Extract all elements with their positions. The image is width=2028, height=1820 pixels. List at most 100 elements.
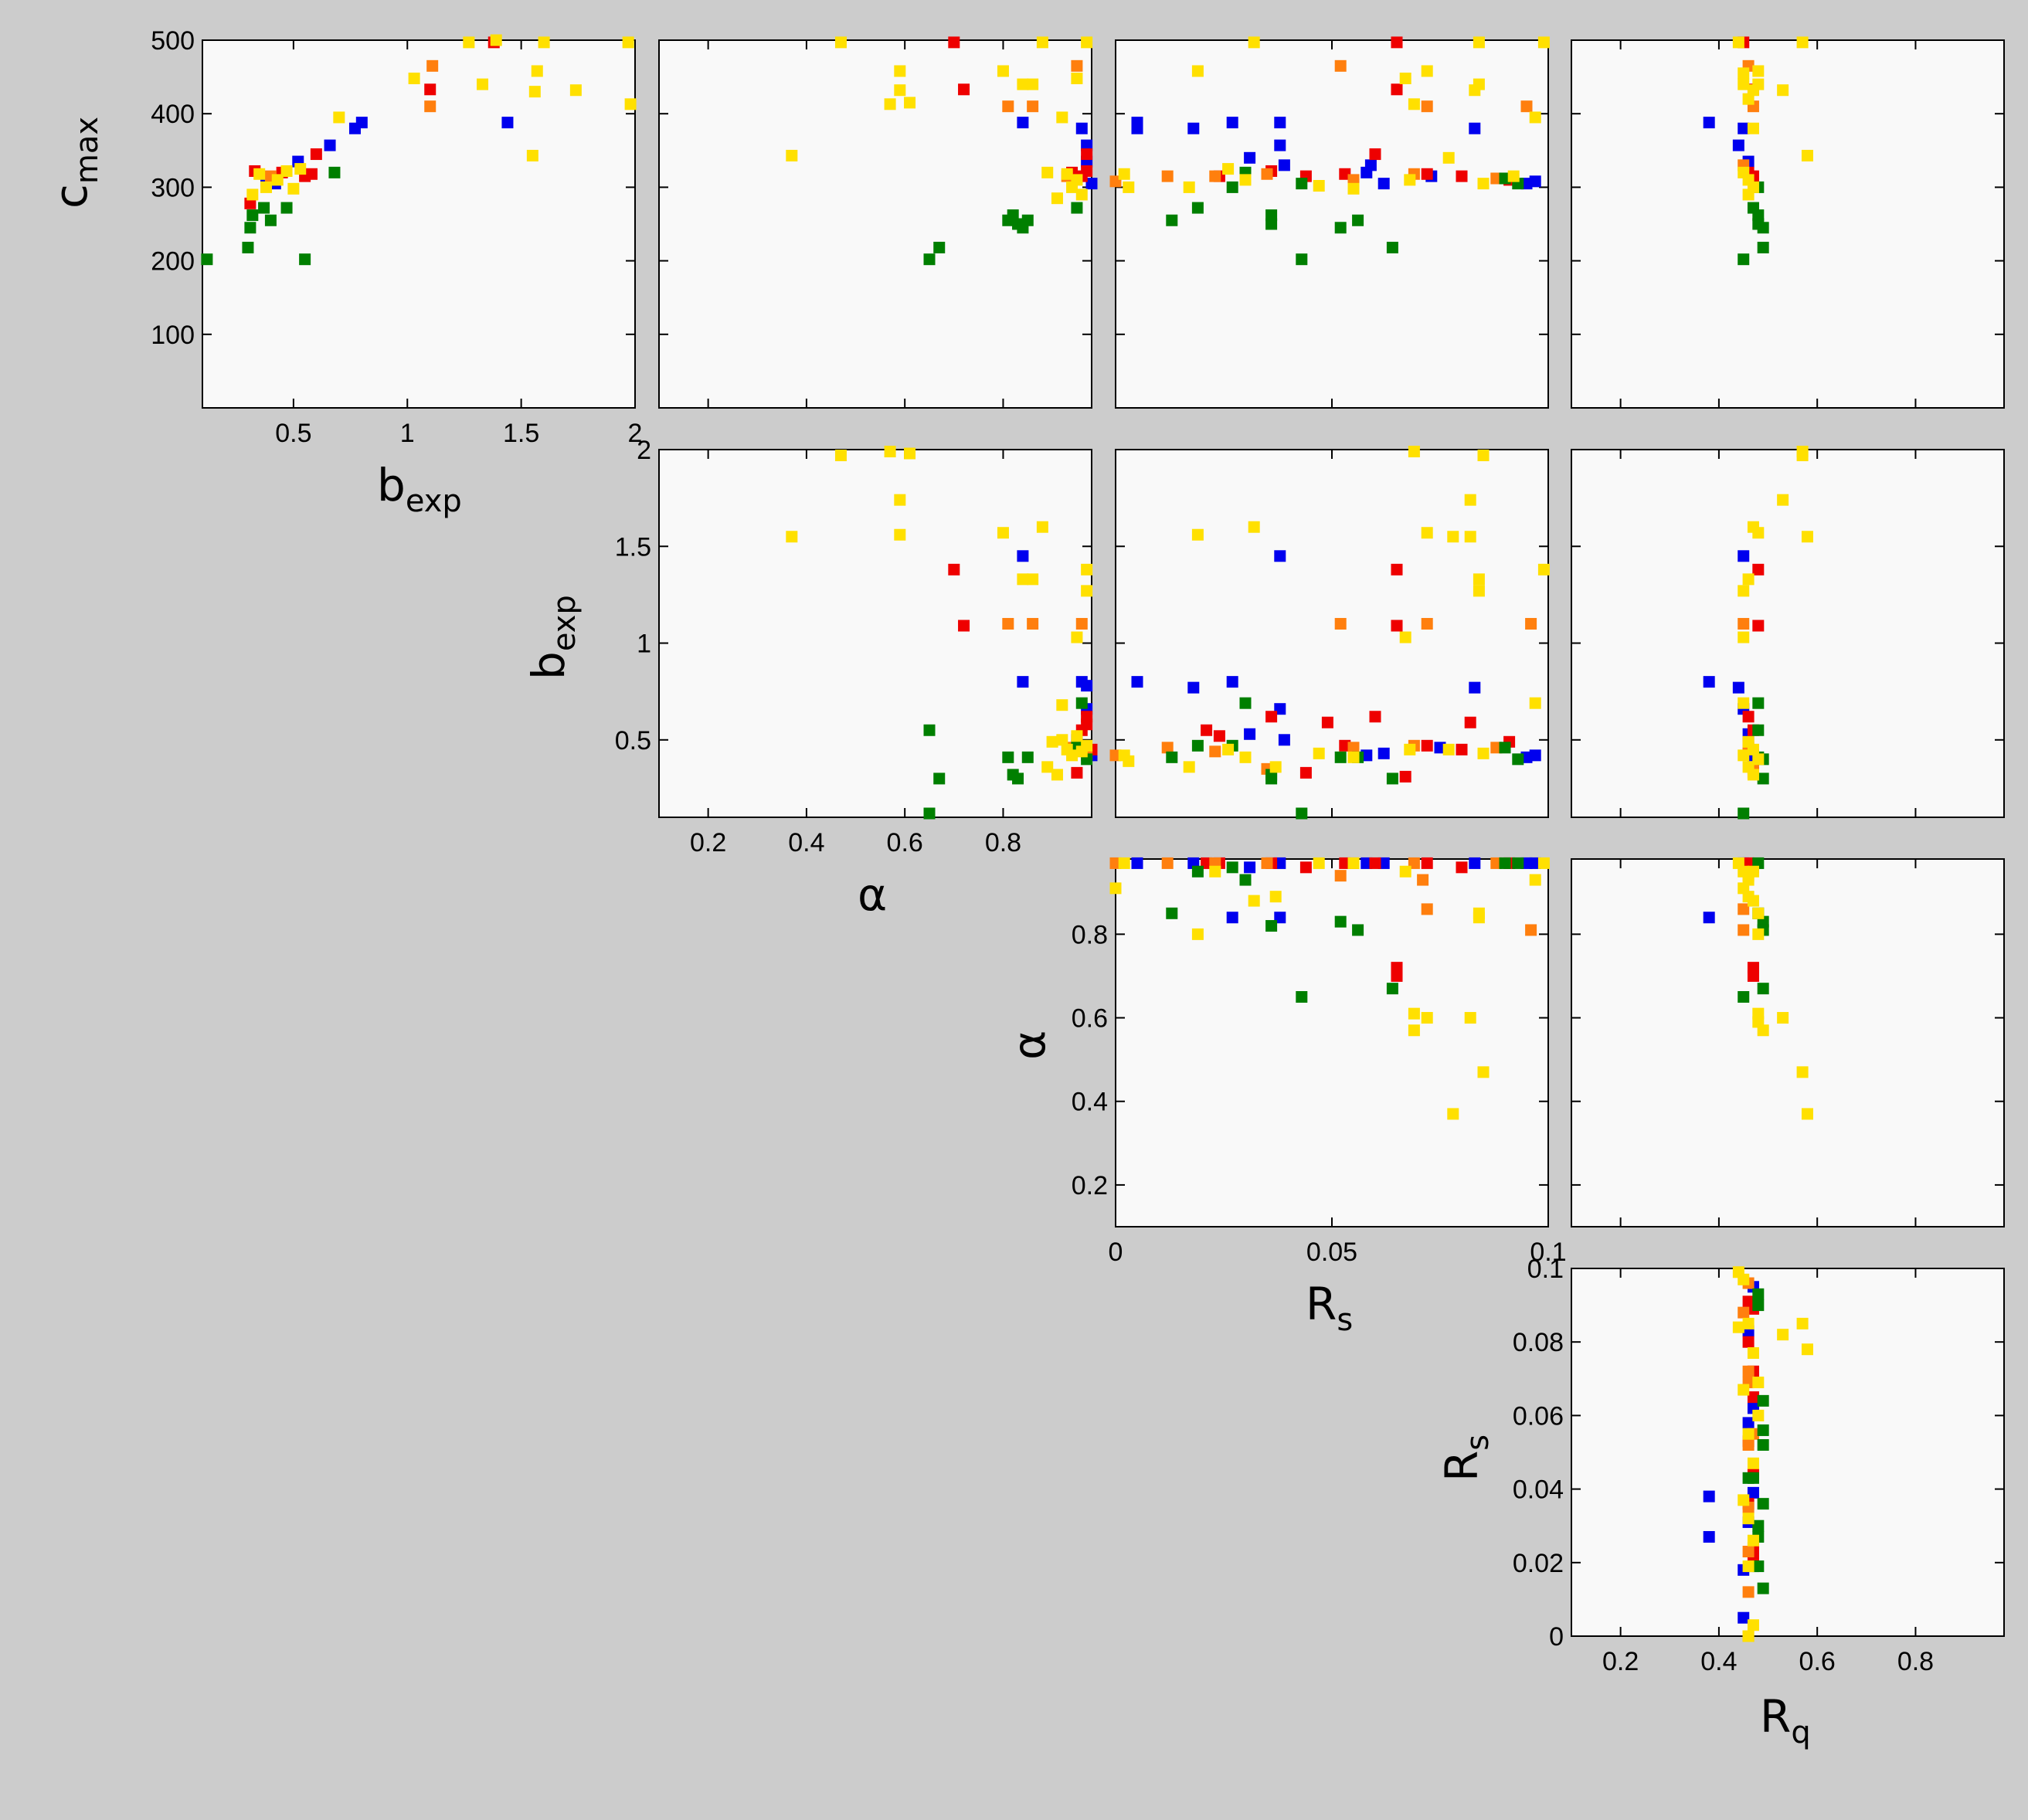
data-point-blue bbox=[1226, 912, 1238, 924]
data-point-red bbox=[1456, 743, 1468, 756]
data-point-green bbox=[1296, 178, 1308, 190]
data-point-yellow bbox=[1742, 1317, 1755, 1329]
data-point-green bbox=[1512, 857, 1524, 869]
data-point-yellow bbox=[1738, 78, 1750, 90]
data-point-orange bbox=[1161, 170, 1174, 182]
data-point-yellow bbox=[1747, 1619, 1759, 1632]
data-point-yellow bbox=[1473, 36, 1485, 49]
panel-alpha_vs_bexp: 0.2 0.4 0.6 0.8 0.5 1 1.5 2 bbox=[615, 436, 1098, 857]
data-point-yellow bbox=[1752, 527, 1765, 539]
x-tick-label: 0.1 bbox=[1530, 1238, 1566, 1267]
data-point-blue bbox=[1017, 117, 1029, 129]
data-point-green bbox=[1757, 1498, 1769, 1510]
data-point-blue bbox=[1742, 1417, 1755, 1429]
data-point-green bbox=[1352, 924, 1364, 936]
data-point-orange bbox=[1261, 857, 1273, 869]
data-point-green bbox=[201, 253, 213, 266]
data-point-yellow bbox=[1742, 1513, 1755, 1525]
data-point-yellow bbox=[622, 36, 634, 49]
ylabel-alpha: α bbox=[1003, 1031, 1055, 1060]
data-point-red bbox=[1421, 168, 1433, 180]
data-point-blue bbox=[1187, 681, 1200, 694]
data-point-green bbox=[1296, 807, 1308, 820]
data-point-yellow bbox=[1752, 753, 1765, 766]
data-point-blue bbox=[1703, 912, 1715, 924]
data-point-yellow bbox=[1742, 1630, 1755, 1642]
data-point-yellow bbox=[1447, 531, 1459, 543]
data-point-yellow bbox=[1191, 528, 1204, 541]
data-point-blue bbox=[1244, 861, 1256, 874]
data-point-yellow bbox=[786, 531, 798, 543]
data-point-orange bbox=[1417, 874, 1429, 886]
data-point-yellow bbox=[1222, 163, 1235, 175]
data-point-yellow bbox=[538, 36, 550, 49]
data-point-blue bbox=[1738, 550, 1750, 562]
data-point-yellow bbox=[1801, 1108, 1813, 1120]
data-point-red bbox=[1265, 711, 1278, 723]
y-tick-label: 0.5 bbox=[615, 726, 651, 756]
data-point-red bbox=[1391, 563, 1403, 576]
data-point-orange bbox=[1421, 100, 1433, 113]
data-point-yellow bbox=[1752, 1377, 1765, 1389]
data-point-yellow bbox=[834, 450, 847, 462]
data-point-yellow bbox=[287, 182, 300, 195]
data-point-orange bbox=[1742, 1365, 1755, 1377]
data-point-green bbox=[1499, 857, 1511, 869]
data-point-orange bbox=[1209, 170, 1221, 182]
data-point-green bbox=[1752, 697, 1765, 709]
data-point-red bbox=[1464, 716, 1476, 728]
y-tick-label: 0.08 bbox=[1513, 1328, 1564, 1357]
data-point-yellow bbox=[1777, 494, 1789, 506]
x-tick-label: 2 bbox=[628, 419, 643, 448]
data-point-green bbox=[1166, 751, 1178, 763]
data-point-yellow bbox=[1732, 36, 1744, 49]
data-point-yellow bbox=[1747, 743, 1759, 756]
data-point-blue bbox=[1131, 857, 1143, 869]
data-point-orange bbox=[1334, 617, 1347, 630]
data-point-green bbox=[1738, 991, 1750, 1003]
data-point-yellow bbox=[1777, 1012, 1789, 1024]
data-point-yellow bbox=[1747, 1346, 1759, 1359]
data-point-yellow bbox=[280, 165, 293, 177]
xlabel-alpha: α bbox=[858, 868, 887, 921]
data-point-green bbox=[1386, 772, 1398, 785]
data-point-yellow bbox=[260, 181, 273, 193]
data-point-blue bbox=[1278, 734, 1290, 746]
data-point-blue bbox=[1244, 728, 1256, 740]
data-point-green bbox=[1757, 1582, 1769, 1594]
data-point-green bbox=[1757, 1424, 1769, 1436]
data-point-yellow bbox=[253, 168, 266, 180]
data-point-yellow bbox=[1747, 1534, 1759, 1547]
x-tick-label: 0.8 bbox=[1897, 1647, 1934, 1676]
data-point-yellow bbox=[1742, 573, 1755, 586]
data-point-green bbox=[280, 202, 293, 214]
data-point-green bbox=[1752, 1560, 1765, 1573]
data-point-yellow bbox=[1747, 122, 1759, 134]
data-point-yellow bbox=[1056, 734, 1068, 746]
data-point-orange bbox=[1075, 617, 1088, 630]
data-point-red bbox=[310, 148, 322, 161]
data-point-yellow bbox=[1796, 450, 1809, 462]
data-point-yellow bbox=[1738, 697, 1750, 709]
data-point-yellow bbox=[1796, 1066, 1809, 1078]
data-point-yellow bbox=[1347, 751, 1360, 763]
data-point-orange bbox=[1738, 924, 1750, 936]
data-point-yellow bbox=[1477, 178, 1490, 190]
data-point-blue bbox=[1732, 139, 1744, 151]
data-point-orange bbox=[1347, 174, 1360, 186]
data-point-green bbox=[1021, 214, 1034, 226]
y-tick-label: 2 bbox=[637, 436, 651, 465]
data-point-orange bbox=[1161, 742, 1174, 754]
data-point-green bbox=[1226, 861, 1238, 874]
data-point-orange bbox=[1027, 617, 1039, 630]
data-point-yellow bbox=[1738, 585, 1750, 597]
data-point-yellow bbox=[997, 527, 1009, 539]
y-tick-label: 100 bbox=[151, 321, 195, 350]
data-point-orange bbox=[1161, 857, 1174, 869]
y-tick-label: 0.1 bbox=[1527, 1255, 1564, 1284]
y-tick-label: 300 bbox=[151, 173, 195, 202]
data-point-yellow bbox=[1473, 573, 1485, 586]
data-point-yellow bbox=[1742, 93, 1755, 105]
data-point-yellow bbox=[1222, 743, 1235, 756]
